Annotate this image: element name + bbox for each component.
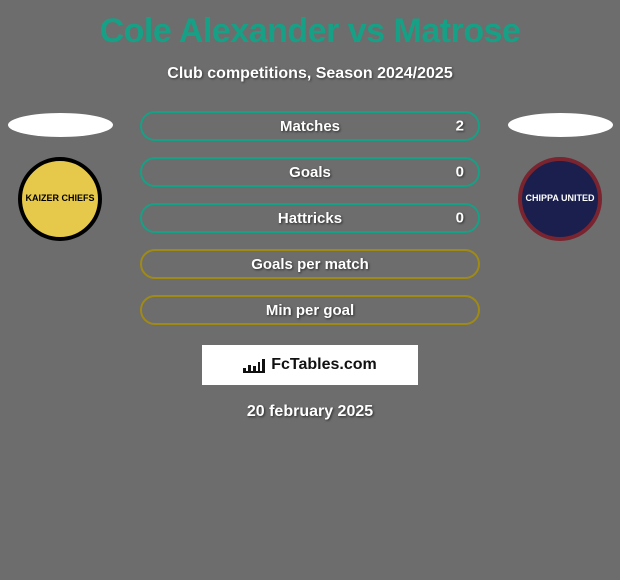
stat-right-value: 0 (456, 210, 464, 227)
stat-row: Goals per match (140, 249, 480, 279)
page-title: Cole Alexander vs Matrose (0, 0, 620, 51)
comparison-panel: KAIZER CHIEFS CHIPPA UNITED Matches 2 Goal… (0, 111, 620, 421)
stat-label: Matches (280, 118, 340, 135)
brand-label: FcTables.com (271, 356, 377, 374)
player-left-avatar-placeholder (8, 113, 113, 137)
stat-label: Hattricks (278, 210, 342, 227)
brand-bar (243, 368, 246, 371)
subtitle: Club competitions, Season 2024/2025 (0, 65, 620, 83)
stat-row: Min per goal (140, 295, 480, 325)
brand-chart-icon (243, 357, 265, 373)
player-right-slot: CHIPPA UNITED (504, 111, 616, 241)
stat-right-value: 0 (456, 164, 464, 181)
club-badge-right-label: CHIPPA UNITED (525, 194, 594, 204)
brand-bar (253, 366, 256, 371)
club-badge-left-label: KAIZER CHIEFS (25, 194, 94, 204)
stat-label: Min per goal (266, 302, 354, 319)
player-left-slot: KAIZER CHIEFS (4, 111, 116, 241)
date-label: 20 february 2025 (0, 403, 620, 421)
stat-right-value: 2 (456, 118, 464, 135)
player-right-avatar-placeholder (508, 113, 613, 137)
club-badge-left: KAIZER CHIEFS (18, 157, 102, 241)
brand-box: FcTables.com (202, 345, 418, 385)
stat-row: Matches 2 (140, 111, 480, 141)
stat-row: Hattricks 0 (140, 203, 480, 233)
brand-bar (258, 362, 261, 371)
stats-list: Matches 2 Goals 0 Hattricks 0 Goals per match M… (140, 111, 480, 325)
stat-row: Goals 0 (140, 157, 480, 187)
brand-bar (262, 359, 265, 371)
stat-label: Goals (289, 164, 331, 181)
stat-label: Goals per match (251, 256, 369, 273)
brand-bar (248, 365, 251, 371)
club-badge-right: CHIPPA UNITED (518, 157, 602, 241)
